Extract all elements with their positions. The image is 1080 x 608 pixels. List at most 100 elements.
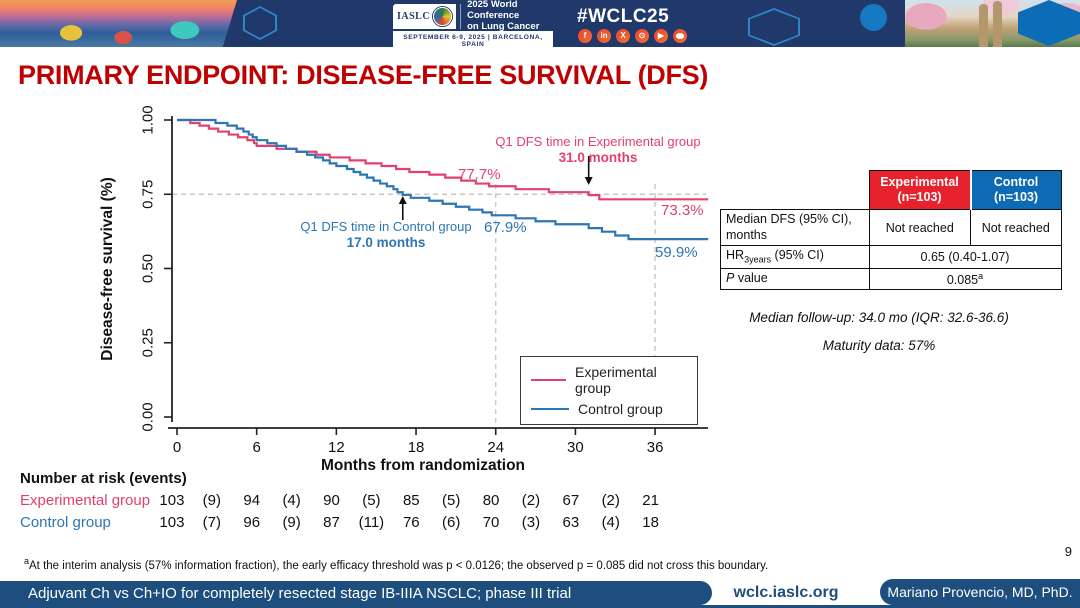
youtube-icon[interactable]: ▶ [654, 29, 668, 43]
decorative-hexagon-icon [243, 6, 277, 40]
iaslc-wordmark: IASLC [397, 11, 431, 22]
risk-value: 76 [402, 514, 420, 531]
page-number: 9 [1064, 544, 1072, 559]
x-tick-label: 0 [173, 439, 181, 456]
experimental-column-header: Experimental (n=103) [868, 170, 971, 210]
number-at-risk-title: Number at risk (events) [20, 470, 187, 487]
header-line: Experimental [880, 175, 959, 189]
annotation-value: 17.0 months [346, 235, 426, 251]
x-tick-label: 36 [647, 439, 664, 456]
risk-value: 90 [323, 492, 340, 509]
conference-website-link[interactable]: wclc.iaslc.org [733, 584, 839, 601]
y-tick-label: 0.25 [140, 328, 157, 357]
y-tick-label: 0.75 [140, 180, 157, 209]
y-axis-title: Disease-free survival (%) [99, 177, 116, 361]
conference-dates: SEPTEMBER 6-9, 2025 | BARCELONA, SPAIN [393, 31, 553, 50]
risk-value: 94 [243, 492, 261, 509]
risk-value: (7) [202, 514, 221, 531]
trial-description: Adjuvant Ch vs Ch+IO for completely rese… [28, 584, 572, 602]
y-tick-label: 0.00 [140, 402, 157, 431]
x-tick-label: 24 [487, 439, 504, 456]
y-tick-label: 0.50 [140, 254, 157, 283]
presenter-name: Mariano Provencio, MD, PhD. [887, 584, 1073, 600]
median-dfs-label: Median DFS (95% CI), months [720, 208, 870, 247]
control-column-header: Control (n=103) [969, 170, 1062, 210]
x-icon[interactable]: X [616, 29, 630, 43]
control-q1-arrowhead [398, 196, 407, 204]
x-tick-label: 18 [408, 439, 425, 456]
table-header-row: Experimental (n=103) Control (n=103) [721, 170, 1062, 210]
km-survival-chart: 0.00 0.25 0.50 0.75 1.00 0 6 12 18 24 30 36 Months f… [99, 105, 709, 474]
hr-value: 0.65 (0.40-1.07) [868, 245, 1062, 269]
median-dfs-experimental: Not reached [868, 208, 971, 247]
risk-value: (5) [362, 492, 381, 509]
maturity-note: Maturity data: 57% [822, 338, 936, 353]
risk-value: 67 [562, 492, 580, 509]
risk-value: 103 [159, 514, 185, 531]
risk-values: 103 (7) 96 (9) 87 (11) 76 (6) 70 (3) 63 (4) 18 [152, 514, 671, 531]
risk-value: 18 [642, 514, 659, 531]
annotation-control-q1: Q1 DFS time in Control group 17.0 months [280, 219, 492, 252]
risk-value: 70 [482, 514, 500, 531]
risk-value: 85 [402, 492, 420, 509]
risk-value: 21 [642, 492, 659, 509]
table-row: P value 0.085a [720, 267, 1062, 291]
legend-item-control: Control group [531, 401, 687, 417]
x-tick-label: 6 [253, 439, 261, 456]
header-line: (n=103) [897, 190, 942, 204]
risk-value: (6) [442, 514, 461, 531]
wechat-icon[interactable] [673, 29, 687, 43]
annotation-value: 31.0 months [558, 150, 638, 166]
conference-line2: on Lung Cancer [467, 20, 540, 32]
instagram-icon[interactable]: ⊙ [635, 29, 649, 43]
decorative-hexagon-icon [748, 8, 800, 46]
x-tick-label: 12 [328, 439, 345, 456]
label-experimental-24mo: 77.7% [458, 166, 501, 183]
p-value-label: P value [720, 267, 870, 291]
p-value: 0.085a [868, 267, 1062, 291]
conference-line1: 2025 World Conference [467, 0, 520, 22]
slide-title: PRIMARY ENDPOINT: DISEASE-FREE SURVIVAL … [18, 60, 709, 90]
legend-item-experimental: Experimental group [531, 364, 687, 396]
footnote: aAt the interim analysis (57% informatio… [24, 556, 769, 572]
label-experimental-36mo: 73.3% [661, 202, 704, 219]
conference-name: 2025 World Conference on Lung Cancer [460, 0, 553, 32]
y-tick-label: 1.00 [140, 105, 157, 134]
legend-label: Experimental group [575, 364, 657, 396]
experimental-q1-arrowhead [584, 177, 593, 185]
facebook-icon[interactable]: f [578, 29, 592, 43]
iaslc-logo: IASLC [393, 4, 457, 29]
decorative-circle-icon [860, 4, 887, 31]
header-line: (n=103) [993, 190, 1039, 204]
experimental-curve [177, 118, 709, 201]
barcelona-park-guell-photo [0, 0, 237, 47]
wclc-logo: IASLC 2025 World Conference on Lung Canc… [393, 0, 553, 50]
risk-value: (9) [202, 492, 221, 509]
risk-value: (2) [521, 492, 541, 509]
median-dfs-control: Not reached [970, 208, 1062, 247]
risk-value: 87 [323, 514, 340, 531]
risk-value: (4) [601, 514, 620, 531]
label-control-36mo: 59.9% [655, 244, 698, 261]
header-banner: IASLC 2025 World Conference on Lung Canc… [0, 0, 1080, 50]
experimental-line-swatch [531, 378, 567, 382]
control-line-swatch [531, 407, 569, 411]
label-control-24mo: 67.9% [484, 219, 527, 236]
control-curve [177, 118, 709, 241]
annotation-label: Q1 DFS time in Experimental group [495, 134, 701, 149]
risk-value: 80 [482, 492, 500, 509]
risk-value: 96 [243, 514, 261, 531]
table-row: HR3years (95% CI) 0.65 (0.40-1.07) [720, 245, 1062, 269]
footer-bottom-strip [0, 605, 1080, 608]
annotation-label: Q1 DFS time in Control group [300, 219, 472, 234]
linkedin-icon[interactable]: in [597, 29, 611, 43]
footer-trial-bar: Adjuvant Ch vs Ch+IO for completely rese… [0, 581, 712, 605]
tower-shape [979, 4, 988, 47]
risk-value: (5) [442, 492, 461, 509]
conference-hashtag: #WCLC25 [577, 6, 670, 27]
x-tick-label: 30 [567, 439, 584, 456]
risk-values: 103 (9) 94 (4) 90 (5) 85 (5) 80 (2) 67 (2) 21 [152, 492, 671, 509]
iaslc-globe-icon [433, 7, 453, 26]
hr-label: HR3years (95% CI) [720, 245, 870, 269]
risk-row-label: Control group [20, 514, 111, 531]
